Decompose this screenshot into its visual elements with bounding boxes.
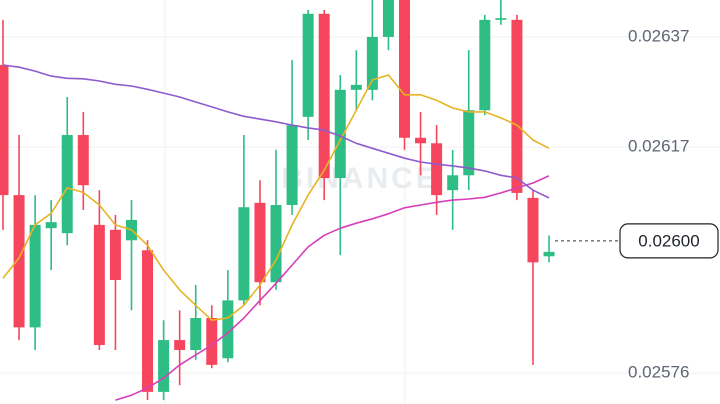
candle-body <box>29 224 41 328</box>
candle-body <box>447 175 459 191</box>
candle-body <box>495 18 507 20</box>
candle-body <box>109 229 121 280</box>
candle-body <box>350 84 362 90</box>
moving-average-line <box>2 74 550 321</box>
candle-body <box>77 135 89 186</box>
current-price-box <box>619 223 719 259</box>
candle-body <box>61 135 73 234</box>
candle-body <box>142 250 154 392</box>
candle-body <box>399 0 410 138</box>
candle-body <box>286 125 298 206</box>
candle-body <box>190 318 202 350</box>
candle-body <box>511 19 523 193</box>
current-price-label: 0.02600 <box>638 231 699 250</box>
moving-average-line <box>115 175 550 401</box>
moving-average-line <box>2 64 550 199</box>
candle-body <box>206 318 218 365</box>
candle-body <box>463 110 475 176</box>
candle-body <box>334 89 346 179</box>
candle-body <box>382 0 394 37</box>
y-tick-label: 0.02637 <box>628 26 689 45</box>
y-tick-label: 0.02576 <box>628 363 689 382</box>
candle-body <box>158 340 170 392</box>
plot-area <box>0 0 555 401</box>
candle-body <box>270 205 282 283</box>
candle-body <box>13 195 25 328</box>
candle-body <box>174 340 186 350</box>
candle-body <box>479 19 491 111</box>
candle-body <box>93 224 105 346</box>
candle-body <box>0 65 9 196</box>
candle-body <box>318 13 330 179</box>
y-tick-label: 0.02617 <box>628 137 689 156</box>
watermark: BINANCE <box>281 162 439 195</box>
candle-body <box>431 143 443 196</box>
candle-body <box>254 202 266 283</box>
candle-body <box>45 222 57 229</box>
price-axis: 0.02637 0.02617 0.02576 <box>628 26 689 381</box>
candle-body <box>302 13 314 117</box>
grid <box>0 36 720 374</box>
candle-body <box>543 251 555 257</box>
candle-body <box>527 197 539 263</box>
candle-body <box>238 207 250 301</box>
candle-body <box>366 36 378 90</box>
candle-body <box>415 137 427 144</box>
candle-body <box>222 300 234 359</box>
